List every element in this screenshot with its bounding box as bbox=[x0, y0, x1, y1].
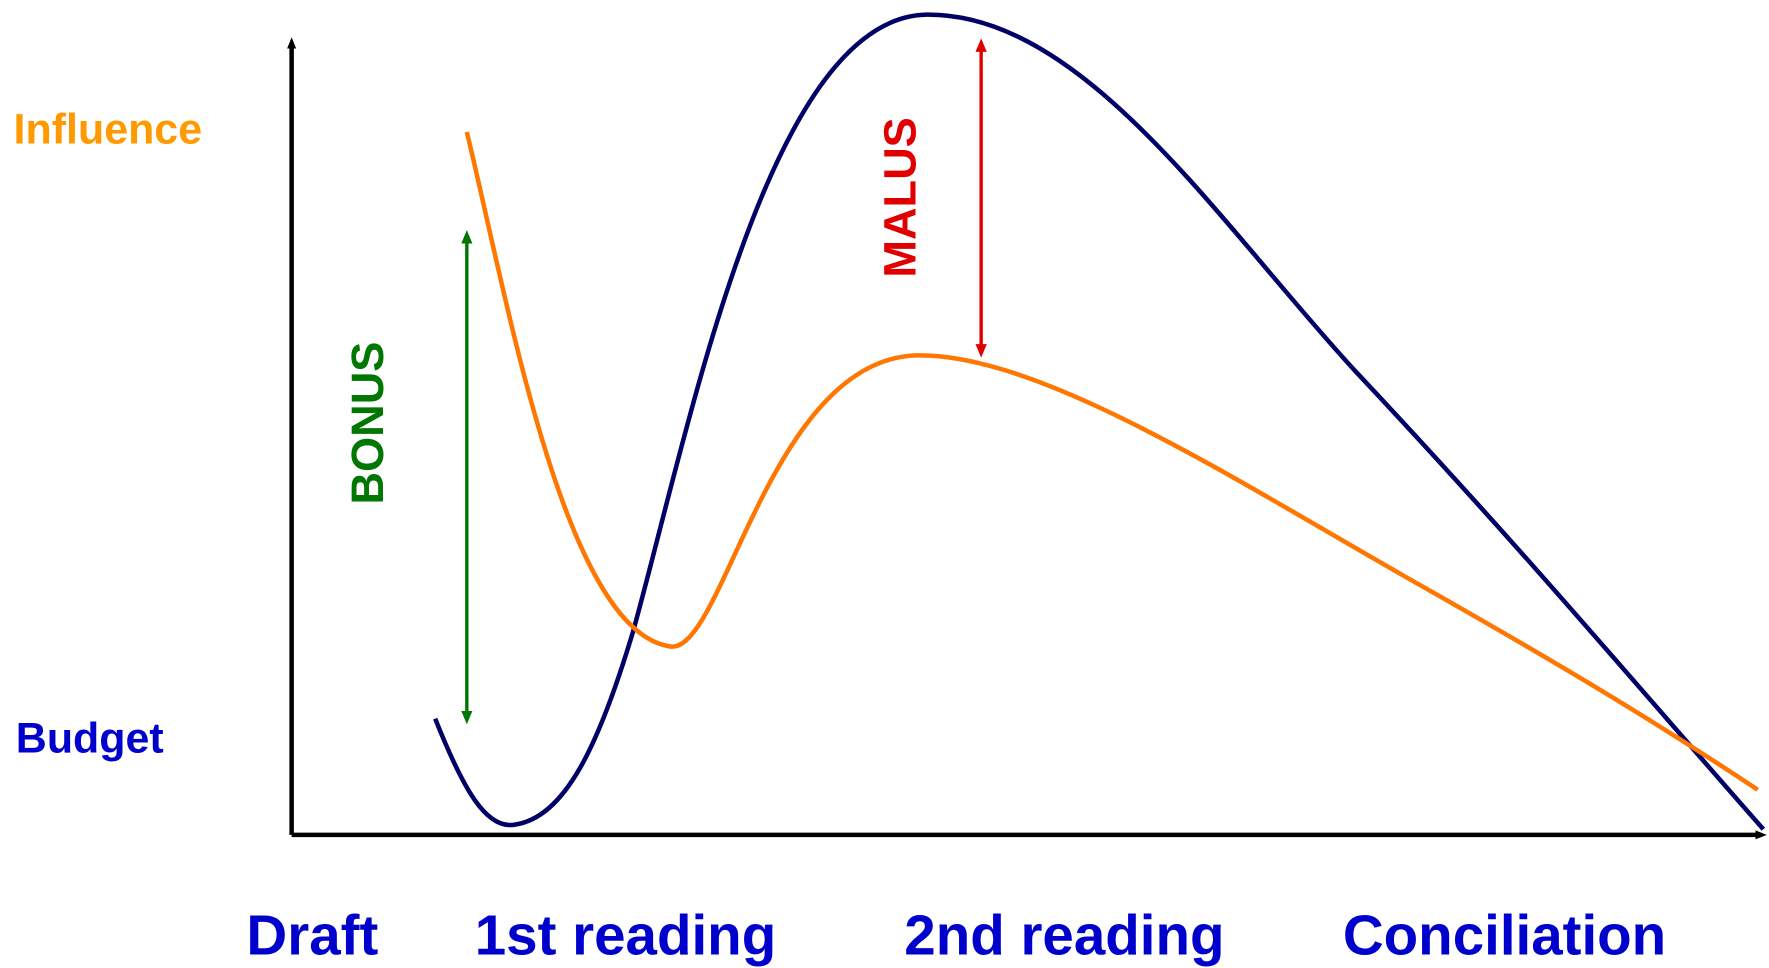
influence-label: Influence bbox=[14, 105, 203, 153]
budget-curve bbox=[433, 12, 1766, 831]
malus-label: MALUS bbox=[875, 117, 926, 277]
stage-label: 1st reading bbox=[475, 904, 776, 967]
influence-curve bbox=[464, 131, 1759, 792]
stage-label: Draft bbox=[246, 904, 378, 967]
stage-label: Conciliation bbox=[1343, 904, 1666, 967]
stage-label: 2nd reading bbox=[904, 904, 1224, 967]
bonus-label: BONUS bbox=[342, 342, 393, 505]
budget-label: Budget bbox=[16, 715, 164, 763]
